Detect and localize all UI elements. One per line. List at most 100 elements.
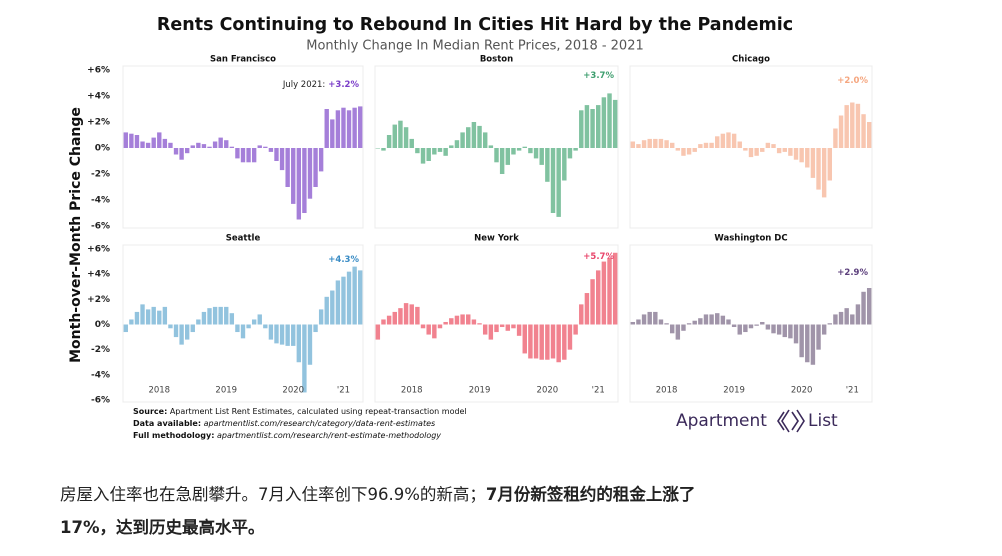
bar (595, 105, 601, 148)
bar (709, 142, 714, 148)
bar (816, 148, 821, 190)
bar (437, 324, 443, 329)
bar (157, 132, 162, 148)
y-tick-label: +4% (87, 92, 110, 102)
paragraph-bold: 17%，达到历史最高水平。 (60, 518, 265, 537)
bar (352, 107, 357, 148)
bar (698, 144, 703, 148)
bar (720, 133, 726, 148)
bar (454, 315, 460, 325)
bar (477, 323, 482, 325)
x-tick-label: '21 (337, 386, 350, 396)
bar (145, 309, 151, 325)
bar (866, 122, 872, 148)
bar (460, 132, 465, 148)
bar (415, 148, 420, 154)
bar (686, 323, 692, 325)
bar (240, 148, 246, 163)
bar (653, 138, 658, 148)
x-tick-label: 2020 (791, 386, 813, 396)
bar (556, 148, 561, 217)
panel-title: Washington DC (714, 234, 787, 244)
paragraph-text: 房屋入住率也在急剧攀升。7月入住率创下96.9%的新高； (60, 485, 486, 504)
bar (833, 128, 838, 148)
bar (505, 324, 511, 331)
data-text: apartmentlist.com/research/category/data… (204, 419, 436, 428)
y-tick-label: -4% (91, 196, 110, 206)
bar (196, 142, 201, 148)
bar (545, 148, 550, 182)
logo-text: Apartment (676, 411, 767, 431)
bar (386, 315, 392, 325)
bar (782, 148, 787, 152)
bar (681, 148, 686, 156)
bar (346, 271, 352, 325)
bar (793, 148, 799, 160)
bar (658, 138, 664, 148)
bar (612, 99, 618, 148)
bar (664, 323, 669, 325)
panel-frame (122, 65, 364, 229)
bar (381, 319, 386, 325)
bar (409, 138, 414, 148)
panel-title: Seattle (226, 234, 261, 244)
y-tick-label: -6% (91, 222, 110, 232)
bar (330, 290, 335, 325)
bar (426, 324, 431, 335)
x-tick-label: 2019 (469, 386, 491, 396)
bar (607, 93, 612, 148)
bar (715, 136, 720, 148)
bar (505, 148, 511, 165)
bar (168, 142, 173, 148)
bar (162, 306, 168, 325)
bar (212, 306, 218, 325)
bar (533, 324, 539, 359)
bar (279, 148, 285, 171)
bar (392, 311, 398, 325)
bar (415, 306, 420, 325)
bar (579, 110, 584, 148)
value-label: +2.0% (837, 76, 868, 86)
bar (426, 148, 431, 161)
bar (386, 135, 392, 148)
bar (403, 127, 409, 148)
bar (432, 148, 437, 155)
bar (630, 321, 636, 325)
method-text: apartmentlist.com/research/rent-estimate… (217, 431, 441, 440)
panel-frame (629, 244, 873, 403)
bar (833, 314, 838, 325)
source-note: Source: Apartment List Rent Estimates, c… (133, 407, 467, 416)
bar (229, 313, 235, 325)
bar (471, 319, 477, 325)
y-tick-label: +6% (87, 66, 110, 76)
bar (134, 135, 140, 148)
bar (703, 142, 709, 148)
bar (471, 122, 477, 148)
bar (584, 105, 590, 148)
bar (737, 324, 742, 335)
bar (827, 323, 833, 325)
bar (341, 276, 346, 325)
bar (612, 252, 618, 325)
bar (324, 296, 329, 325)
bar (550, 148, 556, 213)
data-note: Data available: apartmentlist.com/resear… (133, 419, 435, 428)
bar (246, 324, 251, 329)
bar (698, 318, 703, 325)
bar (190, 145, 195, 148)
bar (522, 146, 527, 148)
bar (748, 148, 754, 158)
bar (437, 148, 443, 152)
bar (449, 145, 454, 148)
bar (381, 148, 386, 151)
bar (477, 125, 482, 148)
value-label-text: +2.9% (837, 268, 868, 278)
bar (607, 257, 612, 325)
bar (782, 324, 787, 338)
bar (173, 148, 179, 155)
value-label-text: +5.7% (583, 252, 614, 262)
bar (392, 124, 398, 148)
data-label: Data available: (133, 419, 201, 428)
bar (140, 304, 145, 325)
bar (810, 148, 816, 178)
